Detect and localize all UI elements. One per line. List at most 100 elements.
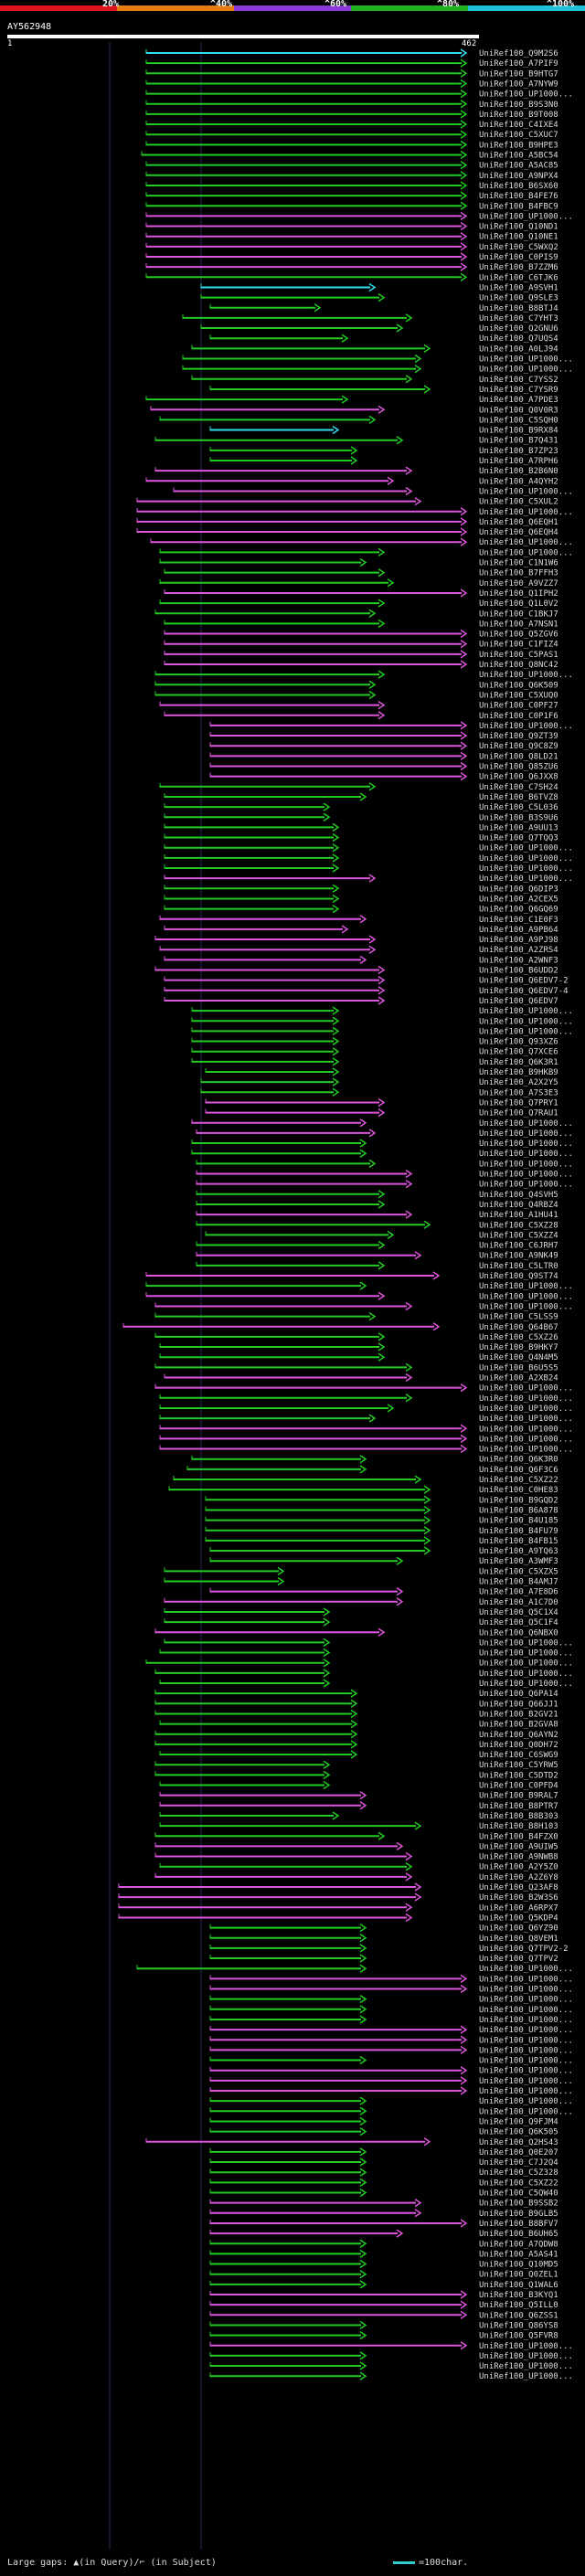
hit-label[interactable]: UniRef100_C5LTR0 (479, 1262, 558, 1271)
hit-label[interactable]: UniRef100_UP1000... (479, 671, 573, 680)
hit-label[interactable]: UniRef100_B4FBC9 (479, 202, 558, 211)
hit-label[interactable]: UniRef100_UP1000... (479, 1680, 573, 1689)
hit-label[interactable]: UniRef100_Q6K3R1 (479, 1058, 558, 1067)
hit-label[interactable]: UniRef100_UP1000... (479, 1150, 573, 1159)
hit-label[interactable]: UniRef100_C5XZ26 (479, 1333, 558, 1342)
hit-label[interactable]: UniRef100_B2GVA8 (479, 1721, 558, 1730)
hit-label[interactable]: UniRef100_UP1000... (479, 1649, 573, 1659)
hit-label[interactable]: UniRef100_UP1000... (479, 2352, 573, 2361)
hit-label[interactable]: UniRef100_UP1000... (479, 875, 573, 884)
hit-label[interactable]: UniRef100_A2XB24 (479, 1374, 558, 1383)
hit-label[interactable]: UniRef100_UP1000... (479, 1292, 573, 1301)
hit-label[interactable]: UniRef100_Q64B67 (479, 1323, 558, 1332)
hit-label[interactable]: UniRef100_C5XZX5 (479, 1567, 558, 1576)
hit-label[interactable]: UniRef100_A2Y5Z0 (479, 1863, 558, 1872)
hit-label[interactable]: UniRef100_A9PJ98 (479, 936, 558, 945)
hit-label[interactable]: UniRef100_C5Z328 (479, 2168, 558, 2178)
hit-label[interactable]: UniRef100_UP1000... (479, 1017, 573, 1026)
hit-label[interactable]: UniRef100_B4FE76 (479, 192, 558, 201)
hit-label[interactable]: UniRef100_B8BFV7 (479, 2220, 558, 2229)
hit-label[interactable]: UniRef100_B6UDD2 (479, 967, 558, 976)
hit-label[interactable]: UniRef100_C5WXQ2 (479, 243, 558, 252)
hit-label[interactable]: UniRef100_B6UH65 (479, 2230, 558, 2239)
hit-label[interactable]: UniRef100_UP1000... (479, 2372, 573, 2381)
hit-label[interactable]: UniRef100_C5XZ22 (479, 1476, 558, 1485)
hit-label[interactable]: UniRef100_B9HPE3 (479, 141, 558, 150)
hit-label[interactable]: UniRef100_UP1000... (479, 2107, 573, 2116)
hit-label[interactable]: UniRef100_B8B303 (479, 1812, 558, 1821)
hit-label[interactable]: UniRef100_Q6JXX8 (479, 773, 558, 782)
hit-label[interactable]: UniRef100_A7NYW9 (479, 80, 558, 89)
hit-label[interactable]: UniRef100_Q1WAL6 (479, 2281, 558, 2290)
hit-label[interactable]: UniRef100_B4AMJ7 (479, 1578, 558, 1587)
hit-label[interactable]: UniRef100_Q6K505 (479, 2128, 558, 2137)
hit-label[interactable]: UniRef100_UP1000... (479, 1435, 573, 1444)
hit-label[interactable]: UniRef100_Q7TPV2 (479, 1955, 558, 1964)
hit-label[interactable]: UniRef100_A9NPX4 (479, 172, 558, 181)
hit-label[interactable]: UniRef100_Q6NBX0 (479, 1628, 558, 1638)
hit-label[interactable]: UniRef100_UP1000... (479, 1965, 573, 1974)
hit-label[interactable]: UniRef100_B2GV21 (479, 1710, 558, 1719)
hit-label[interactable]: UniRef100_UP1000... (479, 1405, 573, 1414)
hit-label[interactable]: UniRef100_Q5C1X4 (479, 1608, 558, 1617)
hit-label[interactable]: UniRef100_Q6EDV7 (479, 997, 558, 1006)
hit-label[interactable]: UniRef100_Q0ZEL1 (479, 2271, 558, 2280)
hit-label[interactable]: UniRef100_UP1000... (479, 1171, 573, 1180)
hit-label[interactable]: UniRef100_Q6F3C6 (479, 1466, 558, 1475)
hit-label[interactable]: UniRef100_UP1000... (479, 487, 573, 496)
hit-label[interactable]: UniRef100_B7ZZM6 (479, 263, 558, 272)
hit-label[interactable]: UniRef100_B9RX84 (479, 427, 558, 436)
hit-label[interactable]: UniRef100_UP1000... (479, 1670, 573, 1679)
hit-label[interactable]: UniRef100_UP1000... (479, 2006, 573, 2015)
hit-label[interactable]: UniRef100_Q9C8Z9 (479, 742, 558, 751)
hit-label[interactable]: UniRef100_UP1000... (479, 1659, 573, 1669)
hit-label[interactable]: UniRef100_UP1000... (479, 1007, 573, 1016)
hit-label[interactable]: UniRef100_Q7TPV2-2 (479, 1945, 569, 1954)
hit-label[interactable]: UniRef100_Q6YZ90 (479, 1924, 558, 1934)
hit-label[interactable]: UniRef100_A5BC54 (479, 152, 558, 161)
hit-label[interactable]: UniRef100_B9GQD2 (479, 1496, 558, 1505)
hit-label[interactable]: UniRef100_UP1000... (479, 1282, 573, 1291)
hit-label[interactable]: UniRef100_Q6AYN2 (479, 1731, 558, 1740)
hit-label[interactable]: UniRef100_B9HTG7 (479, 69, 558, 79)
hit-label[interactable]: UniRef100_Q8NC42 (479, 661, 558, 670)
hit-label[interactable]: UniRef100_Q9M2S6 (479, 49, 558, 58)
hit-label[interactable]: UniRef100_UP1000... (479, 1975, 573, 1984)
hit-label[interactable]: UniRef100_Q6EDV7-4 (479, 987, 569, 996)
hit-label[interactable]: UniRef100_UP1000... (479, 1425, 573, 1434)
hit-label[interactable]: UniRef100_A7S3E3 (479, 1088, 558, 1097)
hit-label[interactable]: UniRef100_Q5C1F4 (479, 1618, 558, 1627)
hit-label[interactable]: UniRef100_B7Q431 (479, 437, 558, 446)
hit-label[interactable]: UniRef100_A4QYH2 (479, 477, 558, 486)
hit-label[interactable]: UniRef100_A9SVH1 (479, 283, 558, 292)
hit-label[interactable]: UniRef100_Q5ILL0 (479, 2301, 558, 2310)
hit-label[interactable]: UniRef100_C5DTD2 (479, 1771, 558, 1780)
hit-label[interactable]: UniRef100_B7ZP23 (479, 447, 558, 456)
hit-label[interactable]: UniRef100_UP1000... (479, 2036, 573, 2045)
hit-label[interactable]: UniRef100_A9PB64 (479, 926, 558, 935)
hit-label[interactable]: UniRef100_UP1000... (479, 844, 573, 853)
hit-label[interactable]: UniRef100_A2X2Y5 (479, 1078, 558, 1087)
hit-label[interactable]: UniRef100_C5YRW5 (479, 1761, 558, 1770)
hit-label[interactable]: UniRef100_A9UU13 (479, 823, 558, 832)
hit-label[interactable]: UniRef100_Q85ZU6 (479, 763, 558, 772)
hit-label[interactable]: UniRef100_Q6EQH4 (479, 528, 558, 537)
hit-label[interactable]: UniRef100_B4FU79 (479, 1527, 558, 1536)
hit-label[interactable]: UniRef100_UP1000... (479, 2087, 573, 2096)
hit-label[interactable]: UniRef100_Q0E207 (479, 2148, 558, 2157)
hit-label[interactable]: UniRef100_B8H103 (479, 1822, 558, 1831)
hit-label[interactable]: UniRef100_Q8VEM1 (479, 1935, 558, 1944)
hit-label[interactable]: UniRef100_A9TQ63 (479, 1547, 558, 1556)
hit-label[interactable]: UniRef100_Q5KDP4 (479, 1913, 558, 1923)
hit-label[interactable]: UniRef100_B6U5S5 (479, 1363, 558, 1373)
hit-label[interactable]: UniRef100_A9UIW5 (479, 1842, 558, 1851)
hit-label[interactable]: UniRef100_B9HKY7 (479, 1343, 558, 1352)
hit-label[interactable]: UniRef100_Q6PA14 (479, 1690, 558, 1699)
hit-label[interactable]: UniRef100_C4IXE4 (479, 121, 558, 130)
hit-label[interactable]: UniRef100_Q93XZ6 (479, 1038, 558, 1047)
hit-label[interactable]: UniRef100_Q7RAU1 (479, 1109, 558, 1118)
hit-label[interactable]: UniRef100_Q23AF8 (479, 1883, 558, 1892)
hit-label[interactable]: UniRef100_Q9ST74 (479, 1272, 558, 1281)
hit-label[interactable]: UniRef100_B4FB15 (479, 1537, 558, 1546)
hit-label[interactable]: UniRef100_Q10MD5 (479, 2261, 558, 2270)
